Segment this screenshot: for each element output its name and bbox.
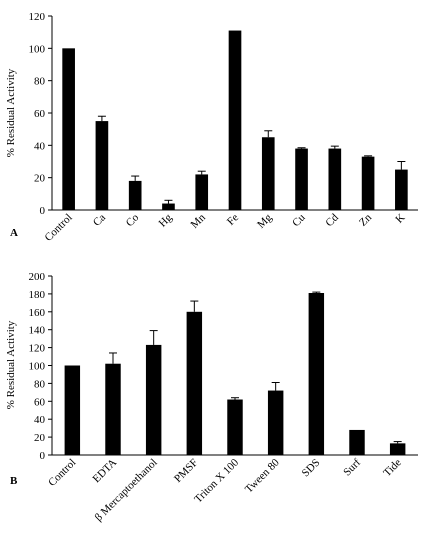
y-tick-label: 180	[29, 289, 46, 301]
x-tick-label: Control	[46, 457, 78, 489]
y-tick-label: 120	[29, 11, 46, 23]
bar	[295, 148, 308, 210]
y-tick-label: 120	[29, 343, 46, 355]
y-tick-label: 40	[34, 414, 46, 426]
x-tick-label: Hg	[157, 211, 175, 229]
bar	[128, 180, 142, 210]
bar	[308, 293, 325, 455]
y-tick-label: 0	[40, 205, 46, 217]
y-tick-label: 100	[29, 43, 46, 55]
y-tick-label: 80	[34, 76, 46, 88]
x-tick-label: Cd	[323, 211, 341, 229]
bar	[62, 48, 75, 211]
y-tick-label: 0	[40, 450, 46, 462]
bar	[395, 169, 408, 210]
x-tick-label: Tide	[381, 457, 404, 480]
x-tick-label: Mg	[255, 211, 275, 231]
x-tick-label: PMSF	[172, 457, 200, 485]
x-tick-label: Control	[42, 212, 74, 244]
y-tick-label: 80	[34, 378, 46, 390]
y-tick-label: 20	[34, 173, 46, 185]
x-tick-label: Cu	[290, 211, 308, 229]
panel-label: B	[10, 475, 18, 487]
x-tick-label: Triton X 100	[192, 456, 241, 505]
bar	[186, 311, 203, 455]
y-tick-label: 20	[34, 432, 46, 444]
bar	[328, 148, 342, 210]
y-tick-label: 60	[34, 108, 46, 120]
x-tick-label: EDTA	[91, 457, 120, 486]
y-tick-label: 160	[29, 307, 46, 319]
bar	[361, 156, 375, 210]
x-tick-label: Co	[124, 211, 142, 229]
bar	[105, 363, 121, 455]
y-tick-label: 140	[29, 325, 46, 337]
bar	[64, 365, 81, 455]
panel-b-chart: 0 20 40 60 80 100 120 140 160 180 200 % Residual Ac…	[5, 271, 418, 524]
y-tick-label: 40	[34, 140, 46, 152]
x-tick-label: Tween 80	[243, 456, 282, 495]
y-tick-label: 200	[29, 271, 46, 283]
x-tick-label: Zn	[357, 211, 374, 228]
panel-a-chart: 0 20 40 60 80 100 120 % Residual Activity A Contr…	[5, 11, 418, 244]
bar	[95, 121, 109, 210]
x-tick-label: Ca	[91, 212, 108, 229]
bar	[162, 203, 175, 210]
bar	[389, 443, 406, 455]
panel-label: A	[10, 227, 18, 239]
bar	[227, 399, 243, 455]
y-axis-label: % Residual Activity	[5, 320, 17, 409]
y-tick-label: 100	[29, 361, 46, 373]
x-tick-label: Mn	[189, 211, 209, 231]
bar	[349, 429, 365, 455]
x-tick-label: SDS	[300, 457, 323, 480]
bar	[228, 30, 242, 210]
bar	[195, 174, 209, 210]
y-axis-label: % Residual Activity	[5, 68, 17, 157]
x-tick-label: K	[393, 212, 407, 226]
x-tick-label: Surf	[341, 456, 363, 478]
y-tick-label: 60	[34, 396, 46, 408]
bar	[261, 137, 275, 210]
bar	[267, 390, 284, 455]
x-tick-label: Fe	[225, 212, 241, 228]
bar	[145, 344, 162, 455]
